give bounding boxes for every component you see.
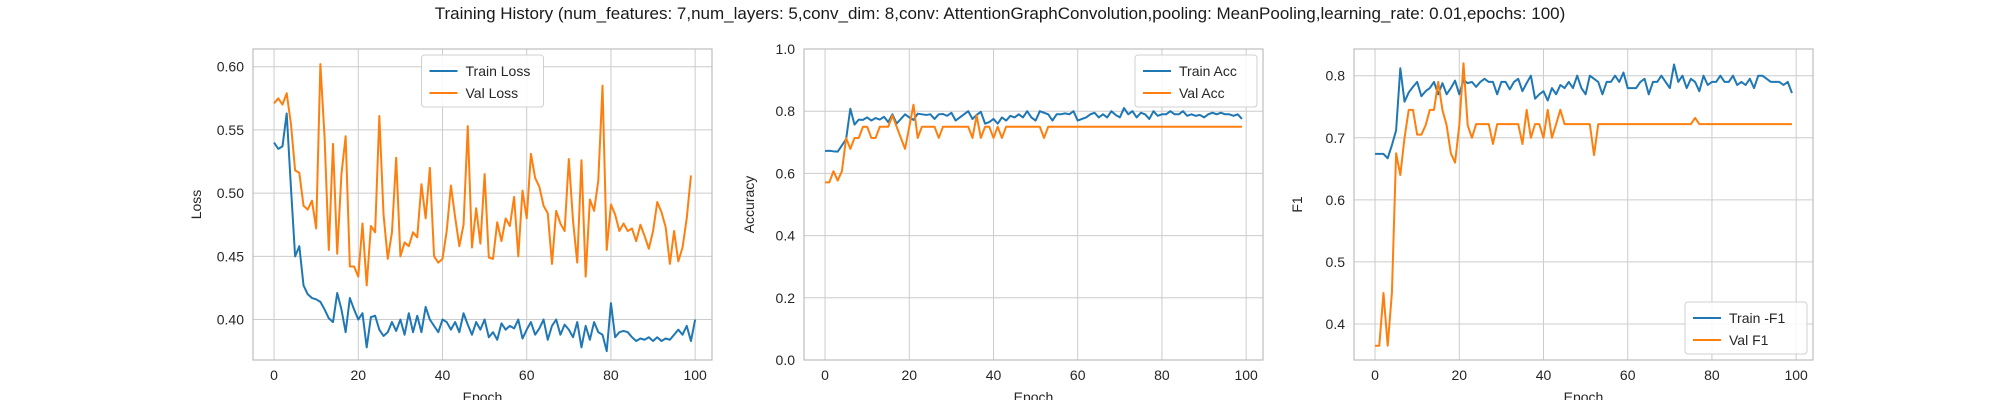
loss-chart: 0 20 40 60 80 100 0.40 0.45 0.50 0.55 0.60 Epoch Los… [188,48,713,405]
f1-series-line-train-f1 [1375,63,1793,160]
f1-series-line-val-f1 [1375,62,1792,347]
f1-xtick-label: 60 [1620,367,1636,383]
loss-legend-label: Train Loss [466,63,531,79]
f1-xtick-label: 40 [1536,367,1552,383]
loss-xtick-label: 100 [683,367,707,383]
f1-xtick-label: 80 [1704,367,1720,383]
accuracy-legend-label: Val Acc [1179,85,1225,101]
f1-legend-label: Val F1 [1729,332,1769,348]
f1-ytick-label: 0.8 [1326,68,1346,84]
accuracy-ylabel: Accuracy [741,176,757,234]
f1-ytick-label: 0.6 [1326,192,1346,208]
accuracy-xtick-label: 40 [986,367,1002,383]
loss-series-line-val-loss [273,63,692,287]
accuracy-xtick-label: 80 [1154,367,1170,383]
accuracy-legend-label: Train Acc [1179,63,1237,79]
loss-ytick-label: 0.55 [217,122,244,138]
f1-xtick-label: 100 [1784,367,1808,383]
accuracy-xtick-label: 60 [1070,367,1086,383]
loss-xtick-label: 60 [519,367,535,383]
accuracy-chart: 0 20 40 60 80 100 0.0 0.2 0.4 0.6 0.8 1.0 Epoch Accur… [741,41,1264,405]
accuracy-xtick-label: 0 [821,367,829,383]
accuracy-series-line-val-acc [825,103,1242,184]
loss-ytick-label: 0.40 [217,312,244,328]
accuracy-ytick-label: 0.8 [776,103,796,119]
loss-xtick-label: 0 [270,367,278,383]
f1-xtick-label: 20 [1451,367,1467,383]
accuracy-xtick-label: 100 [1234,367,1258,383]
loss-ytick-label: 0.50 [217,185,244,201]
f1-legend-label: Train -F1 [1729,310,1785,326]
accuracy-ytick-label: 0.2 [776,290,796,306]
loss-ytick-label: 0.60 [217,59,244,75]
f1-ylabel: F1 [1289,196,1305,213]
f1-legend: Train -F1 Val F1 [1684,301,1808,355]
loss-xtick-label: 80 [603,367,619,383]
loss-ytick-label: 0.45 [217,248,244,264]
loss-legend: Train Loss Val Loss [421,54,544,108]
loss-xlabel: Epoch [463,389,503,400]
accuracy-ytick-label: 0.0 [776,352,796,368]
f1-xtick-label: 0 [1371,367,1379,383]
loss-series-line-train-loss [273,112,697,353]
f1-axes-frame [1353,48,1814,361]
f1-ytick-label: 0.7 [1326,130,1346,146]
figure-title: Training History (num_features: 7,num_la… [434,4,1566,23]
accuracy-legend: Train Acc Val Acc [1134,54,1258,108]
accuracy-ytick-label: 1.0 [776,41,796,57]
loss-legend-label: Val Loss [466,85,519,101]
accuracy-ytick-label: 0.6 [776,165,796,181]
f1-xlabel: Epoch [1564,389,1604,400]
f1-ytick-label: 0.4 [1326,316,1346,332]
accuracy-xlabel: Epoch [1014,389,1054,400]
accuracy-xtick-label: 20 [901,367,917,383]
loss-axes-frame [252,48,713,361]
f1-ytick-label: 0.5 [1326,254,1346,270]
f1-chart: 0 20 40 60 80 100 0.4 0.5 0.6 0.7 0.8 Epoch F1 Train … [1289,48,1814,405]
loss-xtick-label: 20 [350,367,366,383]
loss-xtick-label: 40 [435,367,451,383]
accuracy-axes-frame [803,48,1264,361]
loss-ylabel: Loss [188,190,204,220]
accuracy-ytick-label: 0.4 [776,228,796,244]
